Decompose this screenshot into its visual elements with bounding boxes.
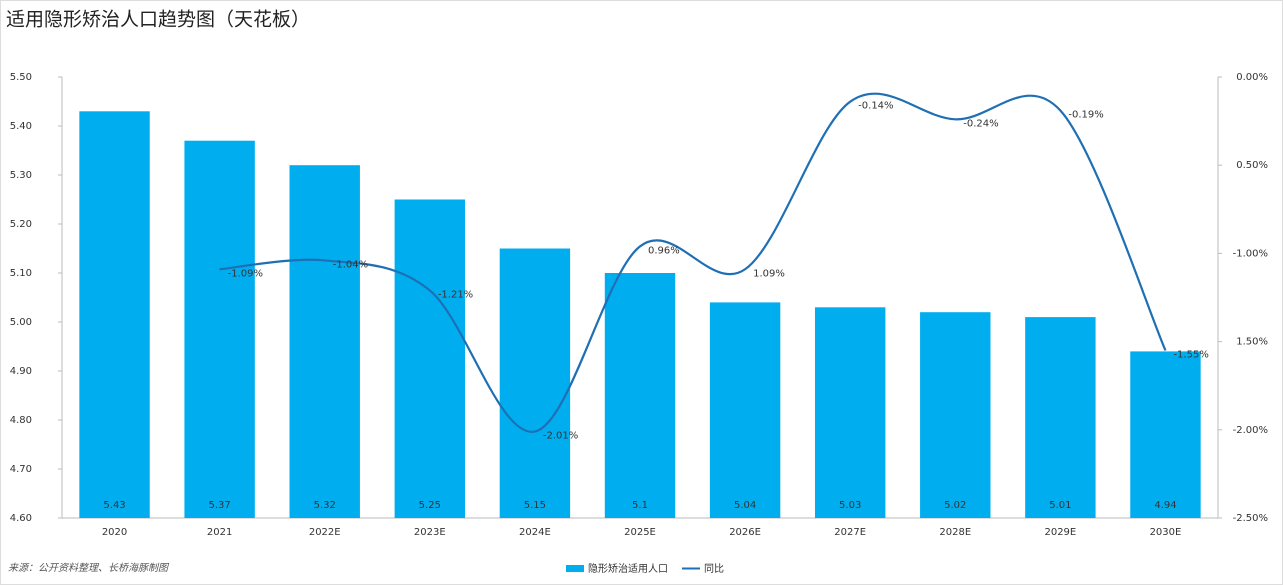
y2-tick-label: 0.00% [1236, 72, 1268, 83]
bar [184, 140, 255, 518]
line-label: -1.04% [333, 259, 368, 270]
line-label: -1.55% [1173, 349, 1208, 360]
y-tick-label: 4.90 [10, 366, 32, 377]
y-tick-label: 5.50 [10, 72, 32, 83]
bar [920, 312, 991, 518]
line-label: -0.14% [858, 101, 893, 112]
bar-label: 5.04 [734, 500, 756, 511]
y-tick-label: 5.10 [10, 268, 32, 279]
line [219, 92, 1167, 433]
y-tick-label: 5.30 [10, 170, 32, 181]
bar [394, 199, 466, 518]
legend-label: 隐形矫治适用人口 [588, 562, 668, 575]
x-tick-label: 2023E [414, 527, 446, 538]
bar [1130, 351, 1201, 518]
x-tick-label: 2028E [939, 527, 971, 538]
y2-tick-label: -2.50% [1233, 513, 1268, 524]
y2-tick-label: -1.00% [1233, 248, 1268, 259]
line-label: -2.01% [543, 431, 578, 442]
bar-label: 5.03 [839, 500, 861, 511]
y-tick-label: 4.60 [10, 513, 32, 524]
line-label: 1.09% [753, 268, 785, 279]
line-label: -0.19% [1068, 110, 1103, 121]
bar [289, 165, 360, 518]
bar-label: 5.43 [103, 500, 125, 511]
legend-label: 同比 [704, 563, 724, 575]
bar-label: 5.1 [632, 500, 648, 511]
line-label: -1.09% [228, 268, 263, 279]
bar [604, 273, 676, 518]
y-tick-label: 5.40 [10, 121, 32, 132]
bar-label: 5.32 [314, 500, 336, 511]
bar [709, 302, 781, 518]
bar-label: 5.15 [524, 500, 546, 511]
chart-title: 适用隐形矫治人口趋势图（天花板） [6, 9, 310, 31]
line-label: -0.24% [963, 118, 998, 129]
bar [814, 307, 886, 518]
y-tick-label: 5.00 [10, 317, 32, 328]
line-label: -1.21% [438, 289, 473, 300]
bar-label: 5.02 [944, 500, 966, 511]
y-tick-label: 5.20 [10, 219, 32, 230]
x-tick-label: 2021 [207, 527, 232, 538]
bar [499, 248, 571, 518]
bar-label: 5.25 [419, 500, 441, 511]
bar [1025, 317, 1096, 518]
y2-tick-label: 0.50% [1236, 160, 1268, 171]
bar [79, 111, 150, 519]
bar-label: 5.01 [1049, 500, 1071, 511]
x-tick-label: 2024E [519, 527, 551, 538]
x-tick-label: 2030E [1150, 527, 1182, 538]
bar-label: 5.37 [209, 500, 231, 511]
x-tick-label: 2025E [624, 527, 656, 538]
y2-tick-label: 1.50% [1236, 337, 1268, 348]
x-tick-label: 2026E [729, 527, 761, 538]
y-tick-label: 4.80 [10, 415, 32, 426]
line-label: 0.96% [648, 245, 680, 256]
legend-swatch [566, 565, 584, 572]
y-tick-label: 4.70 [10, 464, 32, 475]
x-tick-label: 2020 [102, 527, 127, 538]
bar-label: 4.94 [1154, 500, 1176, 511]
x-tick-label: 2029E [1044, 527, 1076, 538]
source: 来源：公开资料整理、长桥海豚制图 [8, 562, 170, 574]
x-tick-label: 2022E [309, 527, 341, 538]
x-tick-label: 2027E [834, 527, 866, 538]
y2-tick-label: -2.00% [1233, 425, 1268, 436]
